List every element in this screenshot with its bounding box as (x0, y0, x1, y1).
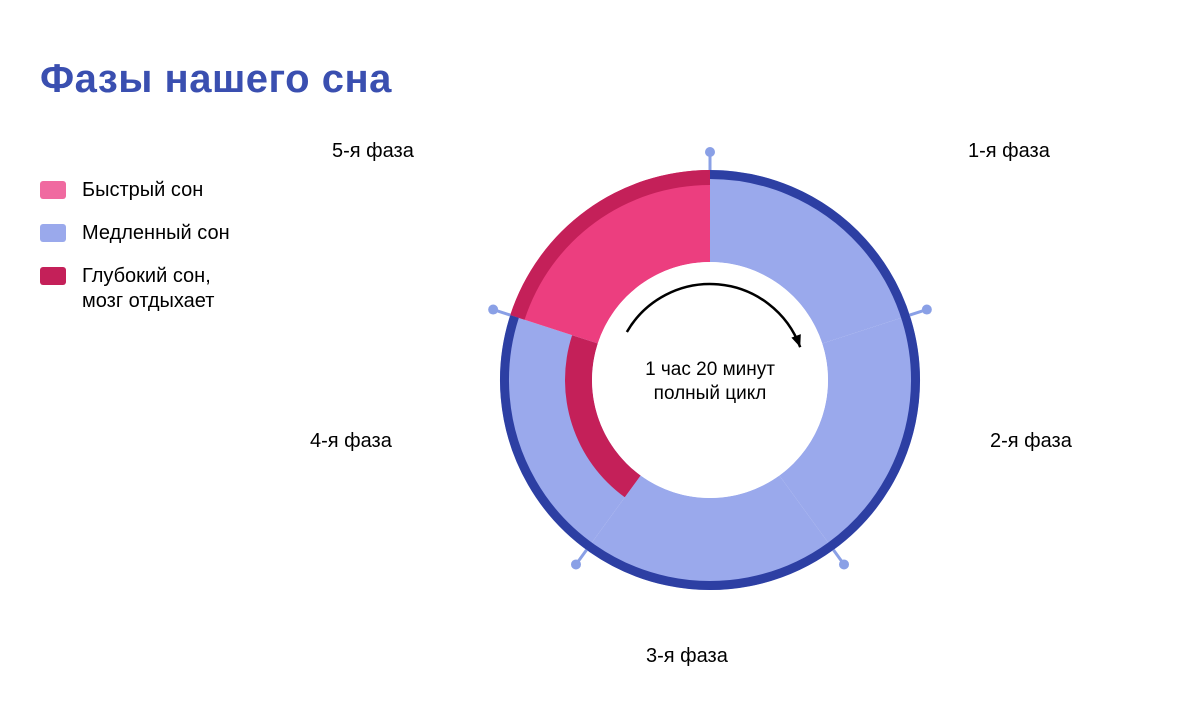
legend-swatch-fast (40, 181, 66, 199)
legend-swatch-deep (40, 267, 66, 285)
phase-3-label: 3-я фаза (646, 645, 728, 668)
phase-4-label: 4-я фаза (310, 430, 392, 453)
legend-item-slow: Медленный сон (40, 221, 230, 246)
legend: Быстрый сон Медленный сон Глубокий сон, … (40, 178, 230, 332)
phase-1-label: 1-я фаза (968, 140, 1050, 163)
center-line1: 1 час 20 минут (645, 359, 775, 380)
legend-label: Медленный сон (82, 221, 230, 246)
legend-label: Глубокий сон, мозг отдыхает (82, 264, 214, 314)
legend-item-fast: Быстрый сон (40, 178, 230, 203)
legend-swatch-slow (40, 224, 66, 242)
phase-5-label: 5-я фаза (332, 140, 414, 163)
legend-label: Быстрый сон (82, 178, 203, 203)
center-label: 1 час 20 минут полный цикл (600, 358, 820, 406)
phase-2-label: 2-я фаза (990, 430, 1072, 453)
page-title: Фазы нашего сна (40, 57, 392, 102)
legend-item-deep: Глубокий сон, мозг отдыхает (40, 264, 230, 314)
center-line2: полный цикл (654, 383, 767, 404)
donut-chart: 1 час 20 минут полный цикл 1-я фаза 2-я … (430, 100, 990, 660)
infographic-root: { "title": { "text": "Фазы нашего сна", … (0, 0, 1200, 701)
